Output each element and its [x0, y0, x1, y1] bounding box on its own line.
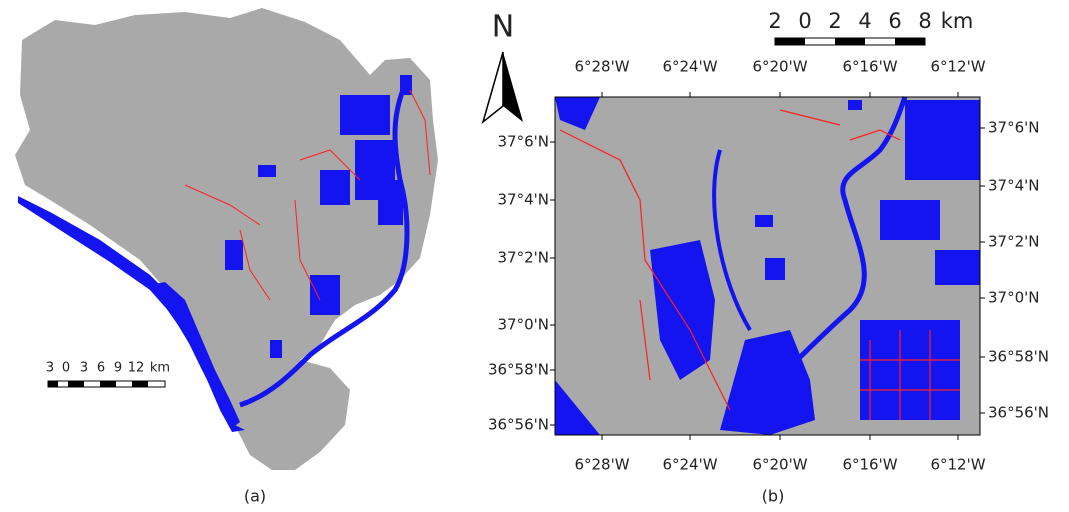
- lon-label: 6°20'W: [752, 456, 807, 474]
- arrow-half: [483, 52, 503, 122]
- lon-label: 6°20'W: [752, 58, 807, 76]
- patch: [905, 100, 980, 180]
- patch: [860, 320, 960, 420]
- lat-label: 37°2'N: [498, 249, 549, 267]
- lon-label: 6°24'W: [662, 58, 717, 76]
- scale-segment: [775, 38, 805, 45]
- lat-label: 37°6'N: [498, 133, 549, 151]
- lat-label: 36°56'N: [488, 416, 549, 434]
- caption: (a): [244, 487, 266, 506]
- scale-segment: [895, 38, 925, 45]
- scale-segment: [100, 381, 116, 387]
- map-a: [15, 8, 438, 470]
- north-label: N: [492, 10, 514, 45]
- scale-label: 6: [888, 9, 901, 33]
- scale-label: 3: [80, 361, 88, 376]
- lon-label: 6°16'W: [842, 456, 897, 474]
- caption: (b): [762, 487, 785, 506]
- scale-label: 4: [858, 9, 871, 33]
- patch: [340, 95, 390, 135]
- lat-label: 36°56'N: [988, 404, 1049, 422]
- lon-label: 6°16'W: [842, 58, 897, 76]
- patch: [310, 275, 340, 315]
- north-arrow: [483, 52, 523, 122]
- patch: [258, 165, 276, 177]
- scale-segment: [48, 381, 58, 387]
- patch: [225, 240, 243, 270]
- patch: [765, 258, 785, 280]
- scale-label: km: [150, 361, 170, 376]
- figure: (a) N (b) 3036912km202468k: [0, 0, 1069, 512]
- lat-label: 37°0'N: [498, 316, 549, 334]
- scale-label: 6: [97, 361, 105, 376]
- patch: [320, 170, 350, 205]
- scale-bar-b: [775, 38, 925, 45]
- patch: [848, 100, 862, 110]
- lon-label: 6°24'W: [662, 456, 717, 474]
- lat-label: 37°2'N: [988, 233, 1039, 251]
- scale-segment: [132, 381, 148, 387]
- lon-label: 6°12'W: [930, 456, 985, 474]
- scale-bar-a: [48, 381, 165, 387]
- scale-label: 9: [114, 361, 122, 376]
- lat-label: 37°4'N: [498, 191, 549, 209]
- lon-label: 6°12'W: [930, 58, 985, 76]
- lat-label: 36°58'N: [488, 361, 549, 379]
- scale-label: 12: [128, 361, 145, 376]
- lat-label: 36°58'N: [988, 348, 1049, 366]
- scale-label: 0: [798, 9, 811, 33]
- patch: [880, 200, 940, 240]
- lat-label: 37°4'N: [988, 177, 1039, 195]
- lon-label: 6°28'W: [574, 58, 629, 76]
- map-b: [555, 97, 980, 435]
- scale-label: 0: [62, 361, 70, 376]
- scale-segment: [68, 381, 84, 387]
- scale-label: 3: [46, 361, 54, 376]
- scale-label: km: [941, 9, 974, 33]
- lon-label: 6°28'W: [574, 456, 629, 474]
- lat-label: 37°6'N: [988, 119, 1039, 137]
- scale-segment: [835, 38, 865, 45]
- scale-label: 2: [768, 9, 781, 33]
- scale-label: 8: [918, 9, 931, 33]
- arrow-half: [503, 52, 523, 122]
- scale-label: 2: [828, 9, 841, 33]
- patch: [270, 340, 282, 358]
- patch: [755, 215, 773, 227]
- patch: [935, 250, 980, 285]
- lat-label: 37°0'N: [988, 289, 1039, 307]
